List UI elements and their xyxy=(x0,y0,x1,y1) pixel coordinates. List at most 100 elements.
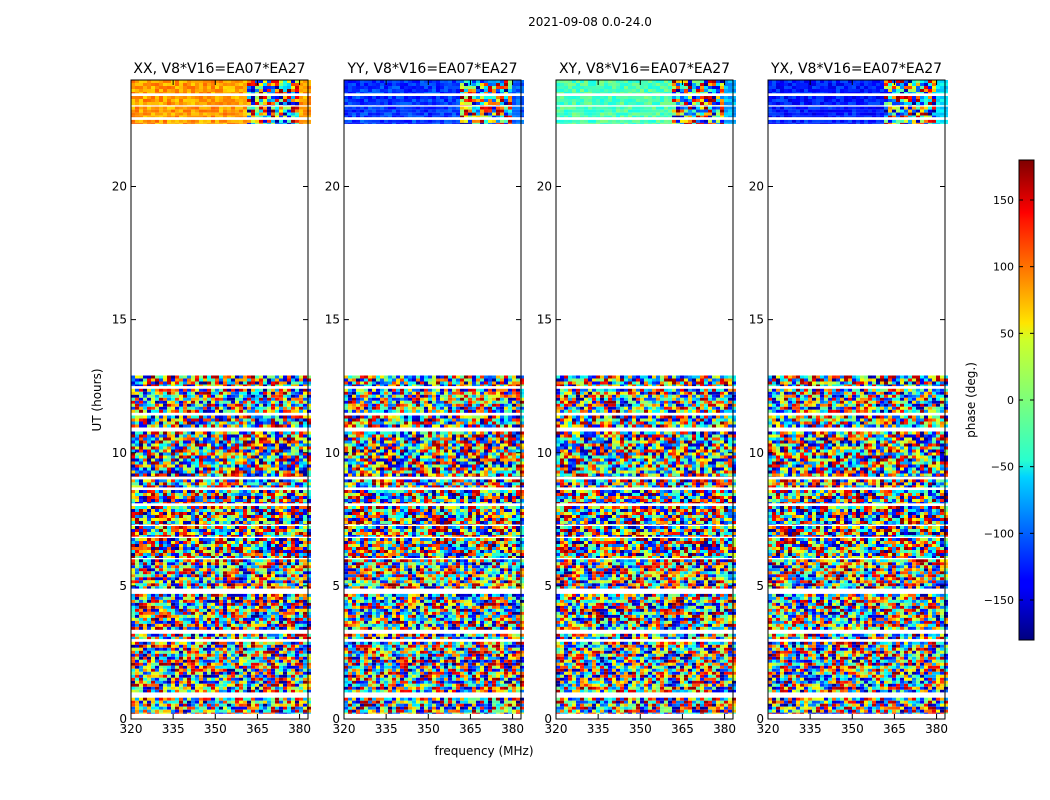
heatmap-cell xyxy=(223,509,227,512)
heatmap-cell xyxy=(307,409,311,413)
heatmap-cell xyxy=(239,596,243,600)
heatmap-cell xyxy=(307,689,311,693)
heatmap-cell xyxy=(139,617,143,621)
heatmap-cell xyxy=(271,434,275,438)
heatmap-cell xyxy=(223,623,227,627)
heatmap-cell xyxy=(227,378,231,382)
heatmap-cell xyxy=(247,586,251,589)
heatmap-cell xyxy=(287,384,291,387)
heatmap-cell xyxy=(211,424,215,428)
heatmap-cell xyxy=(207,668,211,672)
heatmap-cell xyxy=(227,529,231,532)
heatmap-cell xyxy=(267,424,271,428)
heatmap-cell xyxy=(175,686,179,690)
heatmap-cell xyxy=(263,709,267,713)
heatmap-cell xyxy=(235,662,239,666)
heatmap-cell xyxy=(279,529,283,532)
heatmap-cell xyxy=(199,583,203,587)
heatmap-cell xyxy=(243,680,247,684)
heatmap-cell xyxy=(195,680,199,684)
heatmap-cell xyxy=(223,656,227,660)
heatmap-cell xyxy=(267,593,271,597)
heatmap-cell xyxy=(255,479,259,483)
heatmap-cell xyxy=(151,656,155,660)
heatmap-cell xyxy=(159,700,163,704)
heatmap-cell xyxy=(287,602,291,606)
heatmap-cell xyxy=(283,677,287,681)
heatmap-cell xyxy=(275,403,279,407)
heatmap-cell xyxy=(239,674,243,678)
heatmap-cell xyxy=(267,700,271,704)
heatmap-cell xyxy=(307,106,311,110)
heatmap-cell xyxy=(207,388,211,392)
heatmap-cell xyxy=(159,586,163,589)
heatmap-cell xyxy=(279,706,283,710)
heatmap-cell xyxy=(199,562,203,566)
heatmap-cell xyxy=(143,458,147,462)
heatmap-cell xyxy=(279,431,283,435)
heatmap-cell xyxy=(223,394,227,398)
heatmap-cell xyxy=(247,493,251,496)
heatmap-cell xyxy=(175,529,179,532)
heatmap-cell xyxy=(175,611,179,615)
heatmap-cell xyxy=(219,683,223,687)
heatmap-cell xyxy=(227,409,231,413)
heatmap-cell xyxy=(291,608,295,612)
heatmap-cell xyxy=(231,506,235,509)
heatmap-cell xyxy=(239,605,243,609)
heatmap-cell xyxy=(131,636,135,640)
heatmap-cell xyxy=(287,437,291,441)
heatmap-cell xyxy=(203,400,207,404)
heatmap-cell xyxy=(303,452,307,456)
heatmap-cell xyxy=(291,424,295,428)
heatmap-cell xyxy=(259,671,263,675)
heatmap-cell xyxy=(255,709,259,713)
heatmap-cell xyxy=(299,662,303,666)
heatmap-cell xyxy=(187,381,191,385)
heatmap-cell xyxy=(223,565,227,569)
heatmap-cell xyxy=(159,709,163,713)
heatmap-cell xyxy=(159,106,163,110)
heatmap-cell xyxy=(303,541,307,544)
heatmap-cell xyxy=(147,703,151,707)
heatmap-cell xyxy=(307,703,311,707)
heatmap-cell xyxy=(263,400,267,404)
heatmap-cell xyxy=(187,443,191,447)
heatmap-cell xyxy=(159,443,163,447)
heatmap-cell xyxy=(307,509,311,512)
heatmap-cell xyxy=(215,571,219,575)
heatmap-cell xyxy=(303,647,307,651)
heatmap-cell xyxy=(299,415,303,419)
heatmap-cell xyxy=(167,556,171,558)
heatmap-cell xyxy=(303,461,307,465)
heatmap-cell xyxy=(263,479,267,483)
heatmap-cell xyxy=(147,449,151,453)
heatmap-cell xyxy=(267,580,271,584)
heatmap-cell xyxy=(199,381,203,385)
heatmap-cell xyxy=(139,689,143,693)
heatmap-cell xyxy=(135,583,139,587)
heatmap-cell xyxy=(251,455,255,459)
heatmap-cell xyxy=(167,706,171,710)
heatmap-cell xyxy=(135,375,139,379)
heatmap-cell xyxy=(199,524,203,525)
heatmap-cell xyxy=(299,706,303,710)
heatmap-cell xyxy=(219,409,223,413)
heatmap-cell xyxy=(219,400,223,404)
heatmap-cell xyxy=(291,467,295,471)
heatmap-cell xyxy=(267,565,271,569)
heatmap-cell xyxy=(191,623,195,627)
heatmap-cell xyxy=(231,683,235,687)
heatmap-cell xyxy=(255,559,259,563)
heatmap-cell xyxy=(219,550,223,553)
heatmap-cell xyxy=(283,636,287,640)
heatmap-cell xyxy=(299,473,303,477)
heatmap-cell xyxy=(243,529,247,532)
heatmap-cell xyxy=(275,535,279,537)
heatmap-cell xyxy=(151,509,155,512)
heatmap-cell xyxy=(251,482,255,486)
heatmap-cell xyxy=(155,532,159,535)
heatmap-cell xyxy=(163,535,167,537)
heatmap-cell xyxy=(175,596,179,600)
heatmap-cell xyxy=(295,397,299,401)
